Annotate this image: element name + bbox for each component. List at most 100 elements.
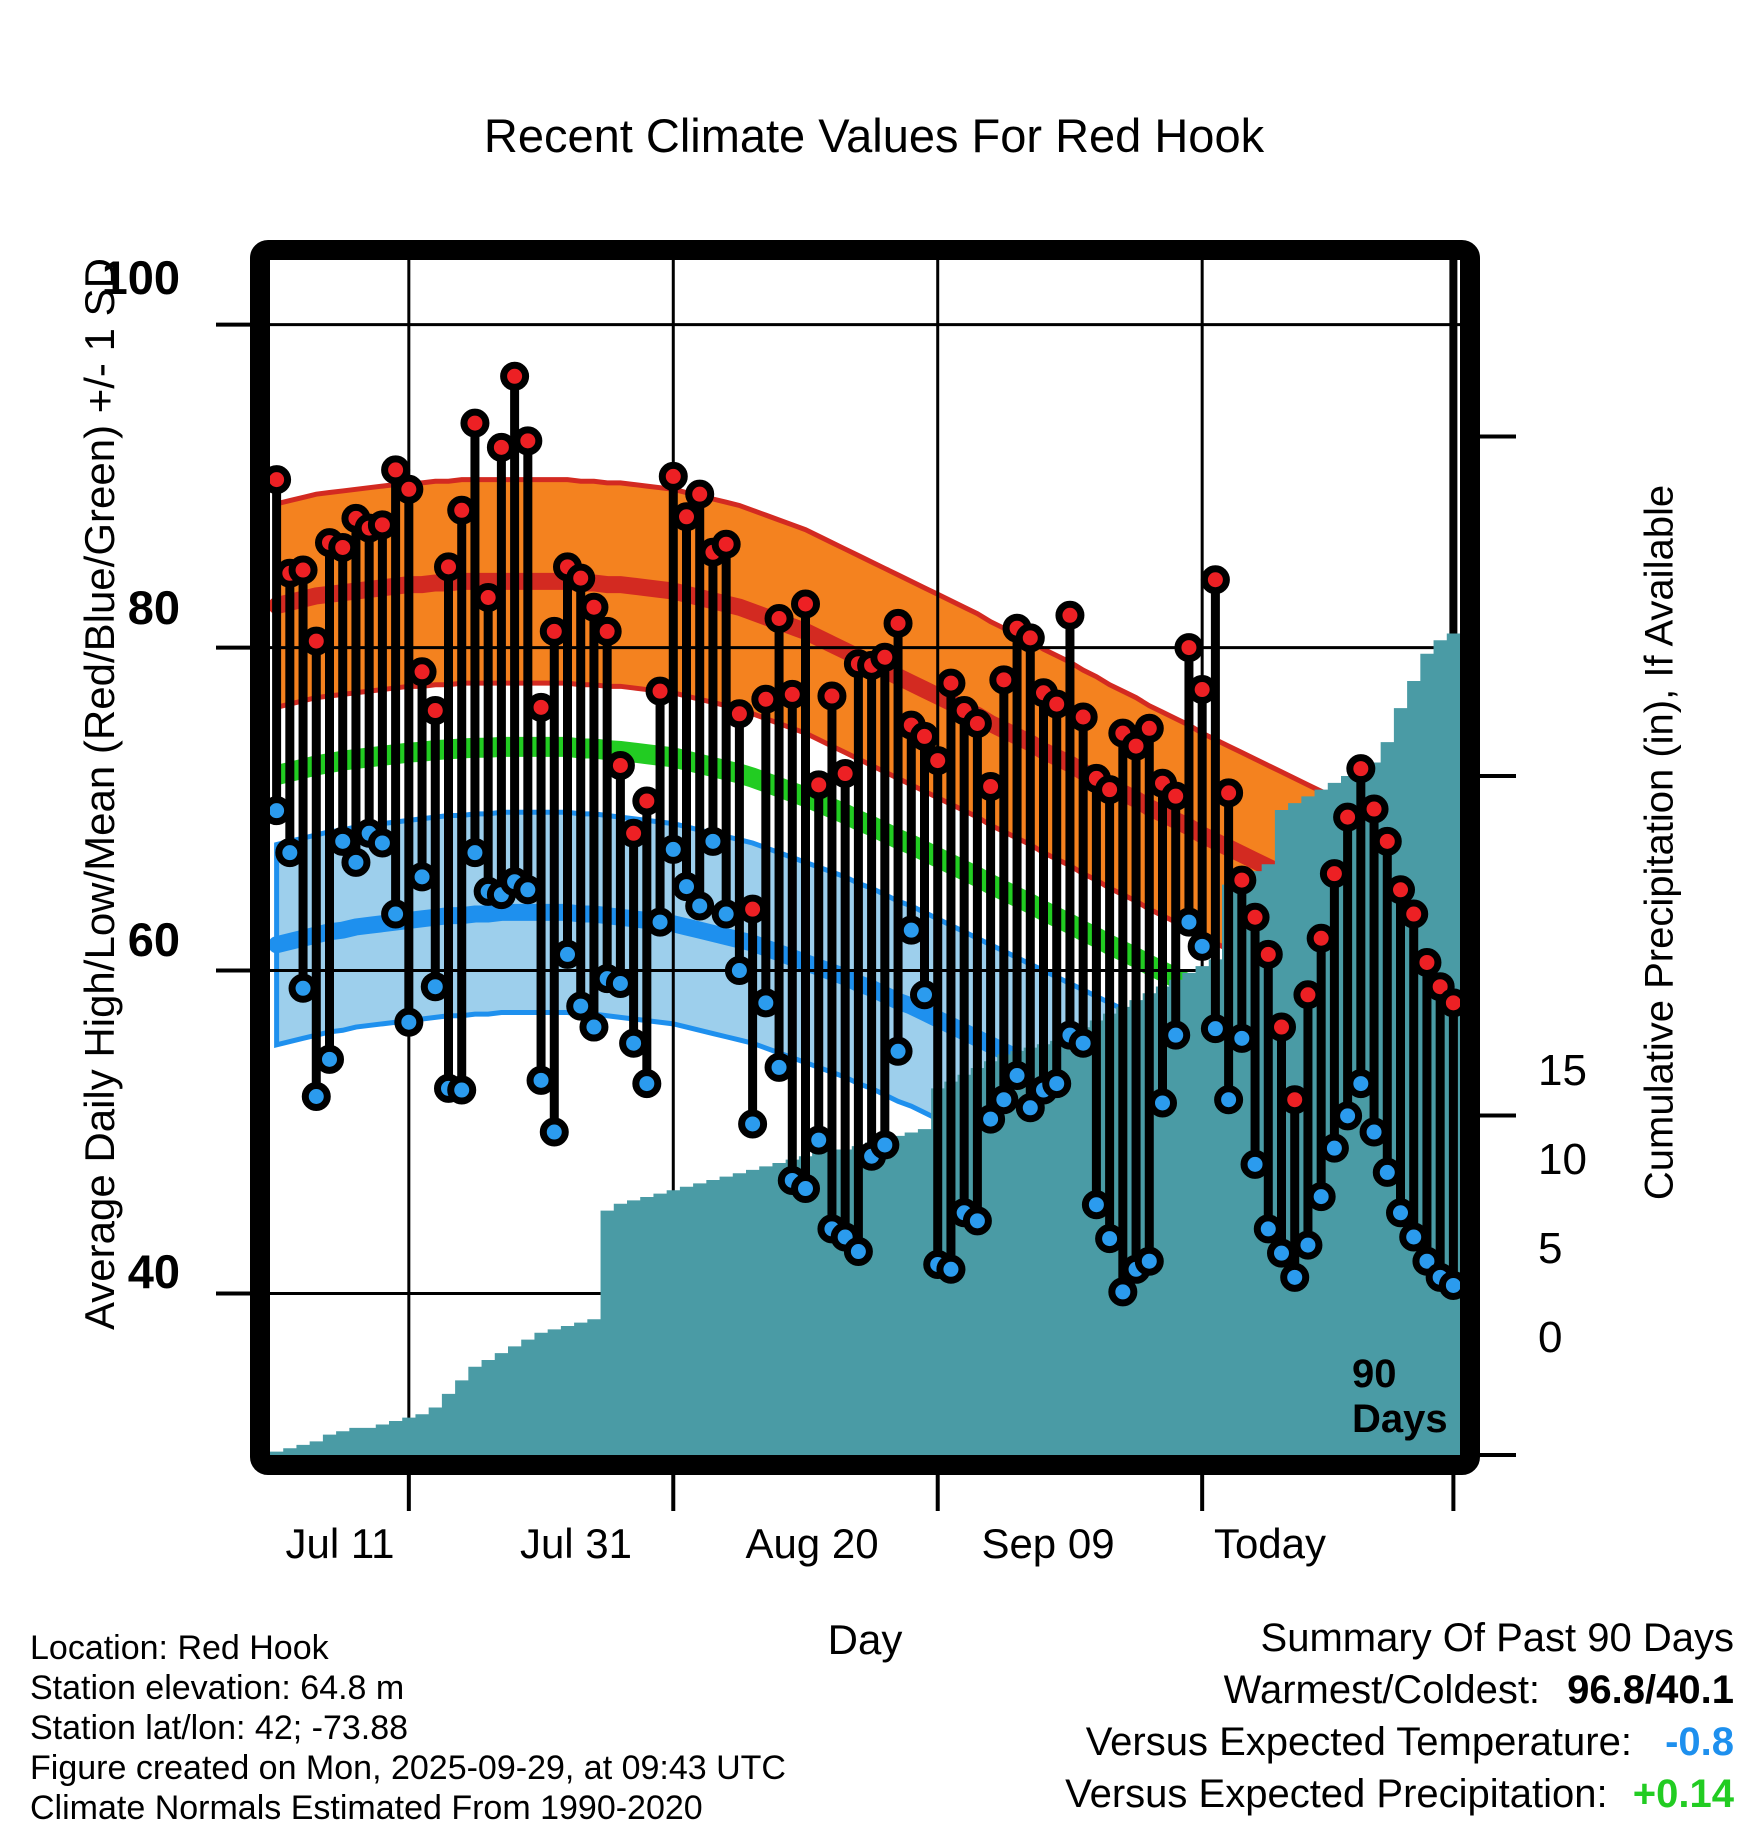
daily-low-marker (645, 907, 675, 937)
daily-high-marker (1306, 923, 1336, 953)
daily-high-marker (1253, 939, 1283, 969)
daily-low-marker (764, 1052, 794, 1082)
daily-high-marker (910, 721, 939, 751)
daily-low-marker (301, 1082, 331, 1111)
daily-low-marker (698, 826, 728, 856)
warmest-coldest-value: 96.8/40.1 (1567, 1668, 1734, 1712)
daily-high-marker (685, 479, 715, 509)
daily-high-marker (1240, 902, 1270, 932)
daily-high-marker (936, 668, 966, 698)
daily-high-marker (1399, 899, 1429, 929)
daily-low-marker (407, 862, 437, 892)
daily-high-marker (1055, 600, 1085, 630)
summary-warmest-coldest: Warmest/Coldest: 96.8/40.1 (1065, 1664, 1734, 1716)
daily-high-marker (1174, 633, 1204, 663)
daily-low-marker (1319, 1133, 1349, 1163)
daily-low-marker (605, 968, 635, 998)
daily-high-marker (605, 750, 635, 780)
daily-low-marker (658, 834, 688, 864)
daily-low-marker (447, 1075, 477, 1105)
daily-high-marker (1042, 689, 1072, 719)
daily-high-marker (711, 529, 741, 559)
temp-anomaly-label: Versus Expected Temperature: (1085, 1720, 1632, 1764)
summary-heading: Summary Of Past 90 Days (1260, 1616, 1734, 1660)
x-tick-aug-20: Aug 20 (745, 1520, 879, 1567)
daily-low-marker (513, 875, 543, 905)
daily-high-marker (1386, 875, 1415, 905)
daily-low-marker (1346, 1069, 1376, 1099)
daily-high-marker (1438, 988, 1460, 1018)
daily-low-marker (870, 1130, 900, 1160)
y-tick-left-80: 80 (127, 581, 180, 634)
daily-low-marker (381, 899, 411, 929)
daily-high-marker (367, 510, 397, 540)
daily-high-marker (1200, 565, 1230, 595)
figure-created: Figure created on Mon, 2025-09-29, at 09… (30, 1749, 786, 1787)
y-tick-right-15: 15 (1538, 1046, 1587, 1095)
daily-low-marker (1293, 1230, 1323, 1260)
daily-low-marker (341, 847, 371, 877)
y-tick-left-100: 100 (101, 251, 180, 304)
x-tick-jul-11: Jul 11 (285, 1520, 395, 1567)
daily-high-marker (1293, 980, 1323, 1010)
daily-low-marker (315, 1044, 344, 1074)
temp-anomaly-value: -0.8 (1665, 1720, 1734, 1764)
daily-high-marker (1227, 865, 1257, 895)
daily-high-marker (738, 894, 768, 924)
daily-high-marker (539, 616, 569, 646)
daily-high-marker (270, 465, 292, 495)
daily-low-marker (275, 838, 305, 868)
daily-high-marker (804, 770, 834, 800)
precip-anomaly-label: Versus Expected Precipitation: (1065, 1772, 1608, 1816)
daily-high-marker (989, 665, 1019, 695)
daily-low-marker (962, 1206, 992, 1236)
daily-high-marker (751, 684, 781, 714)
daily-low-marker (1438, 1270, 1460, 1300)
chart-title: Recent Climate Values For Red Hook (483, 109, 1265, 162)
daily-low-marker (896, 915, 926, 945)
daily-high-marker (777, 679, 807, 709)
daily-high-marker (1280, 1085, 1310, 1115)
daily-low-marker (1161, 1020, 1191, 1050)
daily-low-marker (632, 1069, 662, 1099)
daily-low-marker (1108, 1277, 1138, 1307)
today-annotation: 90 Days (1352, 1352, 1448, 1442)
daily-high-marker (632, 786, 662, 816)
daily-high-marker (672, 502, 701, 532)
daily-low-marker (1372, 1157, 1402, 1187)
daily-high-marker (817, 681, 847, 711)
daily-high-marker (1412, 947, 1442, 977)
daily-low-marker (672, 872, 701, 902)
daily-high-marker (407, 657, 437, 687)
daily-low-marker (539, 1117, 569, 1147)
daily-low-marker (1002, 1061, 1032, 1091)
daily-low-marker (1068, 1028, 1098, 1058)
daily-low-marker (553, 939, 582, 969)
daily-high-marker (1214, 778, 1244, 808)
daily-low-marker (1359, 1117, 1389, 1147)
daily-low-marker (1227, 1023, 1257, 1053)
daily-low-marker (1253, 1214, 1283, 1244)
daily-low-marker (843, 1237, 873, 1267)
daily-high-marker (394, 474, 424, 504)
station-info-block: Location: Red Hook Station elevation: 64… (30, 1628, 786, 1828)
daily-high-marker (923, 746, 953, 776)
daily-high-marker (434, 552, 463, 582)
daily-high-marker (1319, 859, 1349, 889)
daily-low-marker (1214, 1085, 1244, 1115)
daily-low-marker (751, 988, 781, 1018)
daily-high-marker (764, 604, 794, 633)
y-tick-left-60: 60 (127, 913, 180, 966)
summary-block: Summary Of Past 90 Days Warmest/Coldest:… (1065, 1612, 1734, 1820)
daily-high-marker (381, 455, 411, 485)
daily-high-marker (473, 583, 503, 613)
daily-low-marker (367, 828, 397, 858)
daily-high-marker (526, 692, 556, 722)
y-tick-right-0: 0 (1538, 1313, 1563, 1362)
daily-high-marker (1187, 675, 1217, 705)
daily-low-marker (1240, 1149, 1270, 1179)
warmest-coldest-label: Warmest/Coldest: (1223, 1668, 1541, 1712)
daily-high-marker (447, 495, 477, 525)
x-tick-sep-09: Sep 09 (981, 1520, 1115, 1567)
